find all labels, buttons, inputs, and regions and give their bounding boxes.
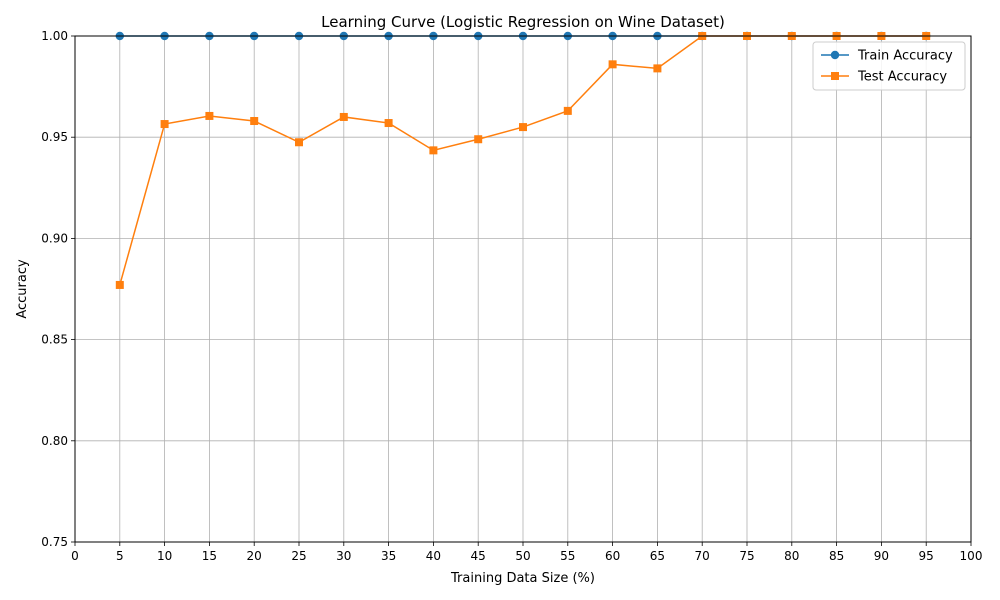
test-accuracy-point: [250, 117, 259, 126]
y-axis-label: Accuracy: [15, 259, 30, 319]
y-tick-label: 0.80: [41, 434, 68, 448]
x-tick-label: 35: [381, 549, 396, 563]
legend-swatch-marker: [831, 72, 839, 80]
test-accuracy-point: [295, 138, 303, 147]
test-accuracy-point: [205, 111, 214, 120]
legend-item-test-accuracy: Test Accuracy: [821, 70, 947, 85]
test-accuracy-point: [519, 123, 527, 132]
x-tick-label: 15: [202, 549, 217, 563]
legend-box: [812, 41, 966, 91]
x-tick-label: 95: [919, 549, 934, 563]
x-tick-label: 5: [116, 549, 124, 563]
legend: Train Accuracy Test Accuracy: [812, 41, 966, 91]
legend-label: Train Accuracy: [857, 49, 953, 64]
legend-item-train-accuracy: Train Accuracy: [821, 49, 953, 64]
x-tick-label: 80: [784, 549, 799, 563]
x-tick-label: 75: [739, 549, 754, 563]
test-accuracy-point: [608, 60, 617, 69]
x-tick-label: 30: [336, 549, 351, 563]
x-tick-label: 50: [515, 549, 530, 563]
x-tick-label: 85: [829, 549, 844, 563]
x-tick-label: 100: [960, 549, 983, 563]
chart-title: Learning Curve (Logistic Regression on W…: [321, 13, 725, 31]
grid-lines: [74, 35, 972, 543]
y-tick-label: 0.75: [41, 535, 68, 549]
test-accuracy-point: [653, 64, 662, 73]
y-tick-label: 1.00: [41, 29, 68, 43]
x-tick-label: 90: [874, 549, 889, 563]
y-tick-label: 0.90: [41, 231, 68, 245]
test-accuracy-point: [339, 112, 348, 121]
y-tick-label: 0.95: [41, 130, 68, 144]
x-tick-label: 10: [157, 549, 172, 563]
legend-swatch-marker: [830, 50, 840, 60]
x-axis-label: Training Data Size (%): [450, 571, 595, 586]
test-accuracy-point: [160, 120, 169, 129]
test-accuracy-point: [474, 135, 483, 144]
x-tick-label: 40: [426, 549, 441, 563]
x-tick-label: 70: [695, 549, 710, 563]
x-tick-label: 55: [560, 549, 575, 563]
x-tick-label: 0: [71, 549, 79, 563]
test-accuracy-point: [429, 146, 438, 155]
test-accuracy-point: [563, 106, 572, 115]
x-tick-label: 20: [247, 549, 262, 563]
legend-label: Test Accuracy: [857, 70, 947, 85]
x-tick-label: 25: [291, 549, 306, 563]
test-accuracy-point: [115, 280, 124, 289]
x-tick-label: 60: [605, 549, 620, 563]
x-tick-label: 45: [471, 549, 486, 563]
test-accuracy-point: [384, 119, 393, 128]
axis-ticks: 0 5 10 15 20 25 30 35 40 45 50 55 60 65 70 75 80 85 90 95 10…: [41, 29, 982, 563]
y-tick-label: 0.85: [41, 333, 68, 347]
x-tick-label: 65: [650, 549, 665, 563]
